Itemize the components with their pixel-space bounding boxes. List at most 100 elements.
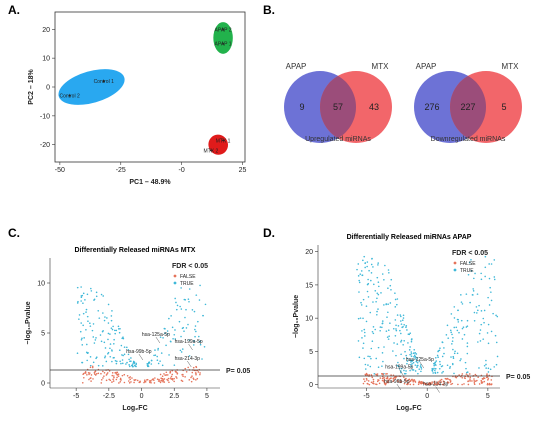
point-false <box>454 376 457 378</box>
point-true <box>367 364 369 366</box>
venn-caption: Downregulated miRNAs <box>431 136 506 143</box>
point-true <box>380 292 382 294</box>
point-true <box>482 317 485 320</box>
point-false <box>154 377 156 379</box>
point-true <box>416 357 419 359</box>
y-tick-label: 15 <box>305 282 313 289</box>
legend-label: TRUE <box>180 281 194 287</box>
point-true <box>390 278 393 281</box>
point-true <box>79 330 82 333</box>
sample-point <box>102 80 105 83</box>
point-true <box>114 332 116 335</box>
point-true <box>441 355 444 358</box>
point-true <box>132 365 134 368</box>
point-false <box>468 373 471 375</box>
point-false <box>190 380 193 383</box>
point-false <box>370 381 373 384</box>
point-false <box>195 373 197 376</box>
point-false <box>408 378 411 381</box>
point-true <box>493 278 496 281</box>
point-true <box>361 330 363 332</box>
venn-overlap-count: 227 <box>460 102 475 112</box>
point-false <box>91 366 94 369</box>
point-true <box>432 368 434 371</box>
point-true <box>465 326 468 328</box>
point-true <box>168 354 170 356</box>
point-true <box>376 310 378 313</box>
y-tick-label: -20 <box>40 142 50 149</box>
point-false <box>159 373 162 376</box>
point-false <box>176 377 178 379</box>
point-true <box>78 314 81 316</box>
point-false <box>483 380 486 383</box>
point-true <box>494 334 497 337</box>
point-true <box>121 362 124 365</box>
point-true <box>471 294 474 296</box>
point-true <box>118 331 121 334</box>
point-true <box>89 364 92 367</box>
point-false <box>395 376 397 379</box>
point-false <box>385 382 387 385</box>
point-false <box>473 382 476 384</box>
point-true <box>417 372 419 375</box>
point-true <box>368 269 370 272</box>
point-false <box>115 373 118 375</box>
point-true <box>381 365 383 367</box>
point-true <box>130 360 132 363</box>
point-false <box>394 378 397 380</box>
point-true <box>121 337 123 340</box>
point-false <box>123 381 126 384</box>
point-true <box>197 320 199 323</box>
point-true <box>135 362 138 365</box>
venn-left-label: APAP <box>286 62 307 71</box>
point-false <box>439 379 442 382</box>
legend-marker <box>453 268 457 272</box>
venn-right-count: 43 <box>369 102 379 112</box>
point-true <box>81 361 83 364</box>
point-true <box>183 330 185 332</box>
point-true <box>176 304 179 307</box>
point-true <box>107 303 110 306</box>
point-true <box>484 255 487 258</box>
point-false <box>82 373 84 376</box>
point-true <box>402 325 404 328</box>
point-true <box>456 352 459 355</box>
point-true <box>95 291 98 294</box>
point-false <box>128 376 130 379</box>
point-false <box>427 383 430 386</box>
point-true <box>372 332 375 335</box>
point-true <box>457 321 460 323</box>
point-false <box>486 373 488 375</box>
point-false <box>176 372 179 374</box>
point-false <box>392 374 395 377</box>
sample-label: APAP 2 <box>215 27 232 33</box>
point-true <box>362 259 364 262</box>
point-true <box>473 311 476 314</box>
point-true <box>410 361 412 363</box>
point-true <box>466 342 469 344</box>
point-true <box>175 301 177 304</box>
point-true <box>464 361 467 364</box>
point-false <box>383 379 385 382</box>
point-true <box>364 262 366 265</box>
point-true <box>111 310 113 312</box>
point-true <box>470 258 472 261</box>
point-true <box>399 314 402 316</box>
venn-overlap-region <box>320 75 356 139</box>
point-true <box>456 329 459 332</box>
point-true <box>419 365 422 368</box>
point-false <box>382 373 384 376</box>
point-false <box>143 379 146 381</box>
chart-title: Differentially Released miRNAs MTX <box>75 247 196 254</box>
point-true <box>104 355 107 357</box>
point-true <box>461 327 464 330</box>
point-true <box>371 331 374 333</box>
point-true <box>450 331 452 334</box>
x-axis-label: PC1 – 48.9% <box>129 179 171 186</box>
point-false <box>389 377 392 380</box>
point-true <box>364 363 367 366</box>
point-false <box>90 377 92 379</box>
point-true <box>384 264 386 267</box>
point-false <box>406 383 408 386</box>
point-true <box>439 360 441 363</box>
